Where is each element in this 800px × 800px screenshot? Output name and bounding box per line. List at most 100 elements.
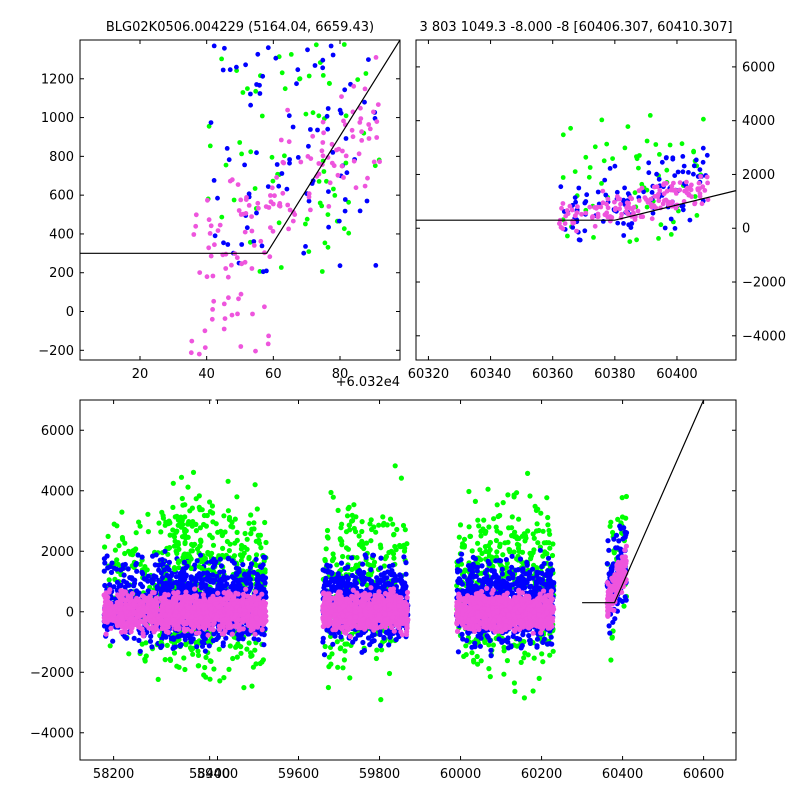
data-point bbox=[221, 240, 226, 246]
data-point bbox=[231, 197, 237, 203]
data-point bbox=[171, 650, 178, 656]
data-point bbox=[154, 584, 160, 590]
data-point bbox=[591, 235, 596, 240]
data-point bbox=[274, 162, 280, 167]
data-point bbox=[350, 134, 356, 140]
data-point bbox=[397, 543, 403, 550]
data-point bbox=[220, 643, 226, 649]
data-point bbox=[212, 616, 219, 622]
data-point bbox=[145, 578, 151, 584]
data-point bbox=[280, 159, 286, 165]
data-point bbox=[238, 650, 244, 656]
data-point bbox=[168, 636, 174, 642]
data-point bbox=[290, 124, 296, 130]
data-point bbox=[180, 610, 186, 616]
data-point bbox=[374, 135, 380, 140]
data-point bbox=[587, 165, 593, 170]
data-point bbox=[160, 561, 166, 567]
data-point bbox=[119, 614, 125, 620]
data-point bbox=[628, 225, 634, 231]
data-point bbox=[303, 111, 309, 117]
data-point bbox=[202, 328, 208, 334]
data-point bbox=[139, 569, 145, 576]
data-point bbox=[660, 201, 666, 207]
data-point bbox=[644, 138, 650, 144]
data-point bbox=[579, 211, 584, 217]
data-point bbox=[219, 56, 225, 62]
data-point bbox=[249, 595, 255, 601]
data-point bbox=[319, 148, 325, 154]
data-point bbox=[121, 597, 127, 603]
y-tick-label: 6000 bbox=[742, 60, 775, 75]
data-point bbox=[234, 494, 240, 500]
data-point bbox=[270, 228, 276, 234]
data-point bbox=[182, 526, 188, 532]
data-point bbox=[641, 189, 646, 195]
data-point bbox=[184, 612, 190, 618]
data-point bbox=[243, 586, 249, 592]
data-point bbox=[139, 607, 146, 613]
data-point bbox=[680, 169, 686, 175]
data-point bbox=[102, 610, 108, 616]
data-point bbox=[176, 664, 182, 670]
data-point bbox=[225, 589, 232, 595]
data-point bbox=[605, 196, 611, 202]
data-point bbox=[227, 621, 233, 627]
data-point bbox=[325, 126, 331, 132]
data-point bbox=[653, 142, 659, 147]
data-point bbox=[192, 581, 198, 588]
data-point bbox=[193, 595, 199, 601]
data-point bbox=[619, 211, 624, 217]
data-point bbox=[210, 621, 216, 627]
data-point bbox=[652, 193, 658, 199]
data-point bbox=[241, 685, 247, 691]
data-point bbox=[121, 578, 127, 584]
data-point bbox=[324, 527, 331, 534]
data-point bbox=[256, 205, 261, 211]
data-point bbox=[680, 154, 686, 159]
data-point bbox=[234, 64, 239, 70]
data-point bbox=[330, 52, 336, 58]
data-point bbox=[253, 538, 259, 544]
data-point bbox=[365, 561, 371, 567]
data-point bbox=[258, 604, 264, 611]
data-point bbox=[562, 221, 568, 226]
data-point bbox=[188, 645, 194, 651]
data-point bbox=[182, 514, 188, 520]
data-point bbox=[173, 597, 179, 603]
data-point bbox=[373, 55, 379, 60]
data-point bbox=[316, 179, 322, 184]
data-point bbox=[242, 530, 248, 537]
data-point bbox=[401, 554, 407, 560]
data-point bbox=[217, 678, 223, 684]
data-point bbox=[315, 127, 320, 133]
data-point bbox=[359, 544, 365, 550]
data-point bbox=[699, 201, 705, 207]
data-point bbox=[205, 197, 210, 203]
data-point bbox=[253, 601, 259, 607]
data-point bbox=[122, 550, 128, 557]
data-point bbox=[343, 153, 349, 159]
data-point bbox=[386, 670, 393, 677]
data-point bbox=[320, 65, 326, 71]
data-point bbox=[603, 192, 609, 198]
y-tick-label: 2000 bbox=[742, 168, 775, 183]
data-point bbox=[574, 228, 579, 234]
data-point bbox=[163, 519, 169, 525]
data-point bbox=[106, 589, 112, 595]
data-point bbox=[632, 217, 638, 223]
data-point bbox=[142, 658, 148, 664]
data-point bbox=[680, 207, 686, 213]
data-point bbox=[247, 569, 253, 576]
data-point bbox=[221, 675, 227, 681]
data-point bbox=[356, 533, 362, 539]
data-point bbox=[172, 644, 178, 650]
data-point bbox=[203, 523, 209, 529]
data-point bbox=[137, 561, 143, 567]
data-point bbox=[102, 544, 108, 550]
data-point bbox=[254, 82, 259, 87]
data-point bbox=[238, 291, 244, 297]
data-point bbox=[105, 617, 112, 623]
data-point bbox=[693, 157, 699, 163]
data-point bbox=[158, 570, 164, 576]
